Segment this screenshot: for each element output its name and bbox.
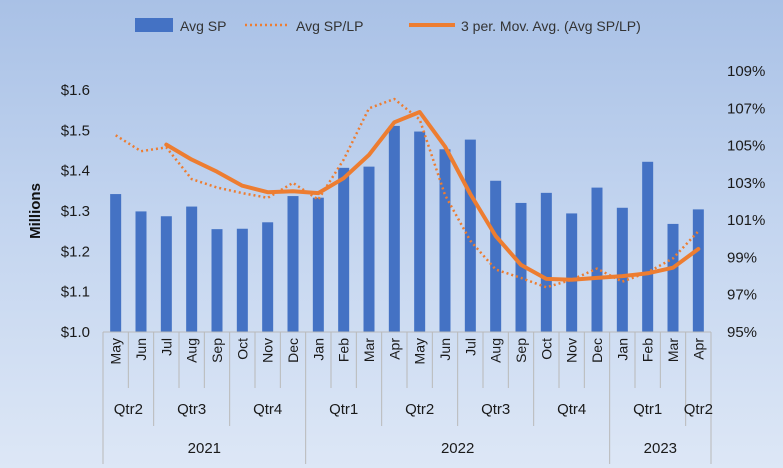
- x-tick-label: Nov: [564, 338, 580, 363]
- x-tick-label: Mar: [361, 338, 377, 362]
- x-tick-label: Sep: [209, 338, 225, 363]
- year-label: 2021: [188, 440, 221, 457]
- quarter-label: Qtr3: [177, 401, 206, 418]
- bar: [667, 223, 679, 332]
- y2-tick-label: 95%: [727, 324, 757, 341]
- y-tick-label: $1.2: [61, 243, 90, 260]
- x-tick-label: Apr: [690, 338, 706, 360]
- y-axis-right-labels: 95% 97% 99% 101% 103% 105% 107% 109%: [727, 63, 765, 341]
- quarter-label: Qtr4: [253, 401, 282, 418]
- quarter-label: Qtr1: [633, 401, 662, 418]
- bar: [135, 211, 147, 332]
- bar: [363, 166, 375, 332]
- bar: [616, 207, 628, 332]
- y2-tick-label: 105%: [727, 138, 765, 155]
- y-tick-label: $1.5: [61, 122, 90, 139]
- x-tick-label: Sep: [513, 338, 529, 363]
- bar: [186, 206, 198, 332]
- year-label: 2023: [644, 440, 677, 457]
- y2-tick-label: 103%: [727, 175, 765, 192]
- bar: [490, 180, 502, 332]
- bar: [515, 202, 527, 332]
- x-tick-label: Jan: [614, 338, 630, 361]
- quarter-label: Qtr2: [114, 401, 143, 418]
- bar-series-avg-sp: [110, 125, 704, 332]
- x-tick-label: Oct: [538, 338, 554, 360]
- quarter-label: Qtr4: [557, 401, 586, 418]
- x-tick-label: Dec: [285, 338, 301, 363]
- year-label: 2022: [441, 440, 474, 457]
- x-tick-label: Jun: [133, 338, 149, 361]
- legend: Avg SP Avg SP/LP 3 per. Mov. Avg. (Avg S…: [135, 18, 641, 34]
- legend-label-moving-avg: 3 per. Mov. Avg. (Avg SP/LP): [461, 18, 641, 34]
- y-tick-label: $1.0: [61, 324, 90, 341]
- bar: [642, 161, 654, 332]
- x-axis: May Jun Jul Aug Sep Oct Nov Dec Jan Feb Mar Apr May J…: [102, 331, 713, 464]
- x-tick-label: Jan: [310, 338, 326, 361]
- x-tick-label: Jun: [437, 338, 453, 361]
- x-tick-label: Aug: [488, 338, 504, 363]
- bar: [540, 192, 552, 332]
- bar: [591, 187, 603, 332]
- x-tick-label: May: [412, 338, 428, 364]
- legend-label-avg-sp: Avg SP: [180, 18, 226, 34]
- quarter-label: Qtr2: [684, 401, 713, 418]
- bar: [338, 167, 350, 332]
- y-tick-label: $1.1: [61, 284, 90, 301]
- quarter-label: Qtr2: [405, 401, 434, 418]
- x-tick-label: Mar: [665, 338, 681, 362]
- legend-swatch-avg-sp: [135, 18, 173, 32]
- legend-label-avg-splp: Avg SP/LP: [296, 18, 363, 34]
- quarter-label: Qtr1: [329, 401, 358, 418]
- line-series: [115, 97, 701, 289]
- x-tick-label: Jul: [158, 338, 174, 356]
- bar: [388, 125, 400, 332]
- y2-tick-label: 107%: [727, 100, 765, 117]
- bar: [262, 222, 274, 332]
- bar: [160, 216, 172, 332]
- y2-tick-label: 97%: [727, 287, 757, 304]
- line-moving-avg: [164, 110, 701, 282]
- y-tick-label: $1.3: [61, 203, 90, 220]
- bar: [464, 139, 476, 332]
- x-tick-label: Jul: [462, 338, 478, 356]
- line-avg-splp: [115, 97, 700, 289]
- y-tick-label: $1.6: [61, 82, 90, 99]
- bar: [566, 213, 578, 332]
- y-axis-title: Millions: [27, 183, 44, 239]
- x-tick-label: Feb: [640, 338, 656, 362]
- x-tick-label: Apr: [386, 338, 402, 360]
- bar: [414, 131, 426, 332]
- y2-tick-label: 99%: [727, 249, 757, 266]
- y-axis-left-labels: $1.0 $1.1 $1.2 $1.3 $1.4 $1.5 $1.6: [61, 82, 90, 341]
- y2-tick-label: 101%: [727, 212, 765, 229]
- bar: [110, 194, 122, 332]
- x-tick-label: May: [108, 338, 124, 364]
- bar: [439, 149, 451, 332]
- x-tick-label: Feb: [336, 338, 352, 362]
- bar: [287, 196, 299, 332]
- bar: [312, 197, 324, 332]
- x-tick-label: Oct: [234, 338, 250, 360]
- x-tick-label: Aug: [184, 338, 200, 363]
- bar: [236, 228, 248, 332]
- bar: [692, 209, 704, 332]
- y2-tick-label: 109%: [727, 63, 765, 80]
- bar: [211, 229, 223, 332]
- x-tick-label: Dec: [589, 338, 605, 363]
- y-tick-label: $1.4: [61, 163, 90, 180]
- x-tick-label: Nov: [260, 338, 276, 363]
- quarter-label: Qtr3: [481, 401, 510, 418]
